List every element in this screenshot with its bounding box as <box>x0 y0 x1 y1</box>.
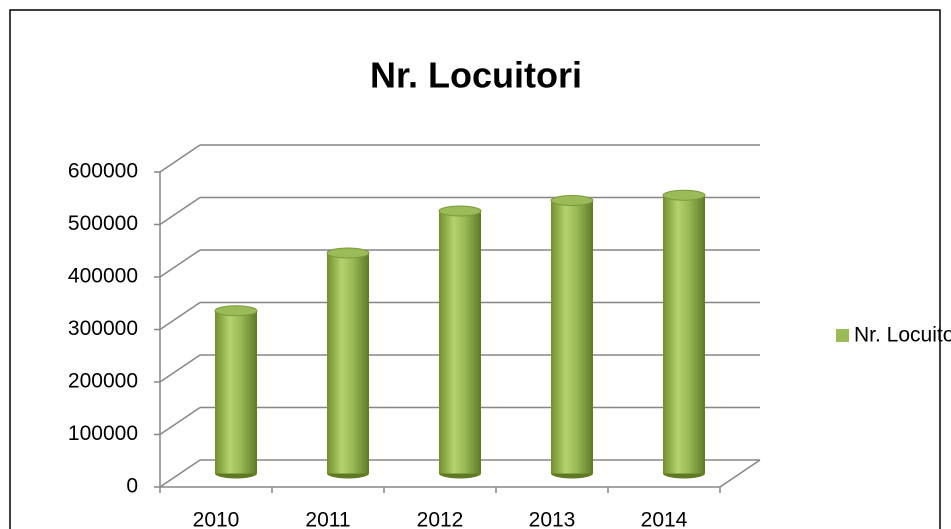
y-tick-label: 100000 <box>68 422 138 445</box>
side-grid-line <box>159 196 201 226</box>
side-grid-line <box>159 354 201 383</box>
y-tick-label: 300000 <box>68 317 138 340</box>
side-grid-line <box>159 459 201 488</box>
bar <box>663 195 705 474</box>
x-tick-label: 2013 <box>529 509 576 529</box>
x-tick-label: 2014 <box>641 509 688 529</box>
bar-top <box>438 205 482 217</box>
bar <box>551 200 593 474</box>
side-grid-line <box>159 249 201 278</box>
y-tick-label: 0 <box>126 475 138 498</box>
bar-top <box>550 195 594 206</box>
x-tick-label: 2011 <box>305 509 350 529</box>
x-tick-label: 2012 <box>417 509 464 529</box>
chart-title: Nr. Locuitori <box>370 55 582 96</box>
bar-top <box>214 305 258 317</box>
bar-top <box>326 247 370 259</box>
bar <box>439 211 481 474</box>
side-grid-line <box>159 406 201 436</box>
bar <box>215 310 257 474</box>
side-grid-line <box>159 144 201 173</box>
bar-top <box>662 189 706 201</box>
floor-edge <box>719 459 761 488</box>
y-tick-label: 500000 <box>68 212 138 235</box>
legend-label: Nr. Locuitori <box>854 324 951 347</box>
legend-swatch <box>836 329 849 342</box>
bar <box>327 253 369 474</box>
y-tick-label: 200000 <box>68 370 138 393</box>
y-tick-label: 400000 <box>68 265 138 288</box>
x-tick-label: 2010 <box>193 509 240 529</box>
side-grid-line <box>159 301 201 331</box>
y-tick-label: 600000 <box>68 160 138 183</box>
